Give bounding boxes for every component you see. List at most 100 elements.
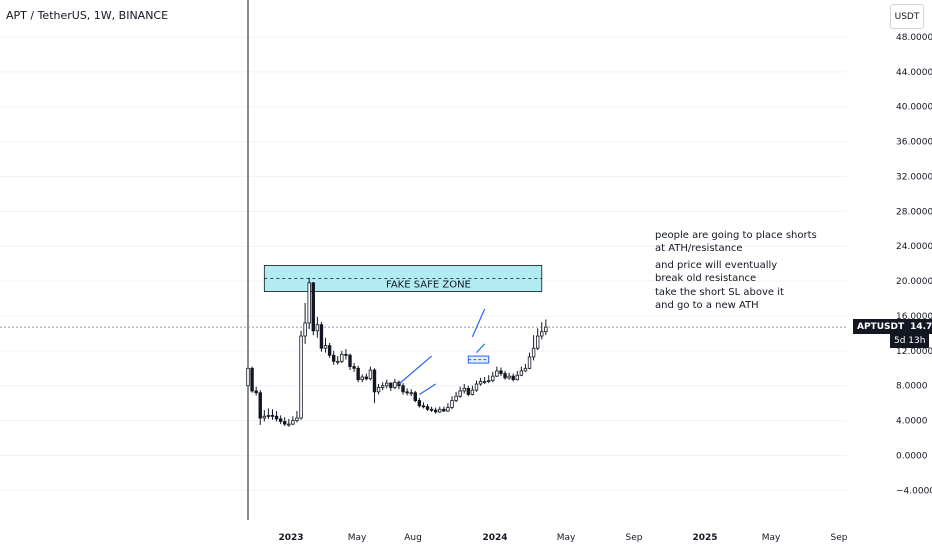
candle-body <box>278 418 283 422</box>
y-tick-label: 36.0000 <box>896 138 932 148</box>
candle-body <box>336 360 340 363</box>
candle-body <box>466 387 471 395</box>
candle-body <box>283 421 287 425</box>
candle-body <box>478 380 483 385</box>
candle-body <box>433 409 438 413</box>
candle-body <box>527 356 532 369</box>
candle-body <box>303 322 307 337</box>
candle-body <box>340 353 344 362</box>
candle-body <box>372 369 377 393</box>
candle-body <box>442 408 446 412</box>
candle-body <box>499 370 503 374</box>
zone-label: FAKE SAFE ZONE <box>386 279 471 290</box>
y-tick-label: 12.0000 <box>896 347 932 357</box>
x-tick-label: May <box>762 533 781 543</box>
candle-body <box>454 395 458 401</box>
candle-body <box>401 385 405 393</box>
note-line: take the short SL above it <box>655 287 784 298</box>
candle-body <box>385 382 389 387</box>
candle-body <box>376 387 381 393</box>
candle-body <box>311 282 315 332</box>
candle-body <box>491 375 495 381</box>
candle-body <box>482 380 487 383</box>
candle-body <box>540 331 544 337</box>
y-tick-label: 44.0000 <box>896 68 932 78</box>
candle-body <box>413 392 417 401</box>
price-label-value: 14.7150 <box>910 321 932 332</box>
chart-grid <box>0 36 846 491</box>
y-tick-label: 48.0000 <box>896 33 932 43</box>
candle-body <box>368 369 373 380</box>
y-tick-label: 40.0000 <box>896 103 932 113</box>
note-line: and price will eventually <box>655 260 777 271</box>
trend-line[interactable] <box>419 383 437 395</box>
y-tick-label: 28.0000 <box>896 207 932 217</box>
candle-body <box>503 373 507 379</box>
candle-body <box>405 391 409 394</box>
candle-body <box>254 390 258 394</box>
x-tick-label: Aug <box>404 533 422 543</box>
candle-body <box>511 375 515 381</box>
candle-body <box>450 400 454 408</box>
candle-body <box>360 376 364 381</box>
trend-line[interactable] <box>398 355 432 385</box>
y-tick-label: 24.0000 <box>896 242 932 252</box>
candle-body <box>356 367 360 381</box>
candle-body <box>291 420 295 425</box>
x-tick-label: Sep <box>831 533 848 543</box>
trend-line[interactable] <box>471 308 486 338</box>
candle-body <box>409 392 413 395</box>
candle-body <box>515 374 519 381</box>
candle-body <box>331 354 336 362</box>
candle-body <box>487 380 491 382</box>
symbol-title[interactable]: APT / TetherUS, 1W, BINANCE <box>6 9 169 22</box>
currency-button[interactable]: USDT <box>890 4 924 29</box>
candle-body <box>495 370 499 377</box>
candle-body <box>446 407 450 412</box>
time-axis[interactable]: 2023 May Aug 2024 May Sep 2025 May Sep <box>278 533 847 543</box>
candle-body <box>274 415 279 420</box>
candle-body <box>246 367 250 387</box>
annotation-notes: people are going to place shorts at ATH/r… <box>655 230 817 311</box>
y-tick-label: 32.0000 <box>896 172 932 182</box>
y-tick-label: 16.0000 <box>896 312 932 322</box>
y-tick-label: −4.0000 <box>896 486 932 496</box>
y-tick-label: 8.0000 <box>896 382 928 392</box>
price-axis[interactable]: 48.0000 44.0000 40.0000 36.0000 32.0000 28.00… <box>896 33 932 496</box>
x-tick-label: 2024 <box>482 533 507 543</box>
candle-body <box>393 381 397 388</box>
x-tick-label: May <box>348 533 367 543</box>
current-price-label: APTUSDT 14.7150 <box>853 319 932 334</box>
y-tick-label: 0.0000 <box>896 452 928 462</box>
candle-body <box>458 390 462 397</box>
candle-body <box>270 414 275 417</box>
candle-body <box>299 335 303 419</box>
candle-body <box>523 367 528 372</box>
candle-body <box>380 385 385 388</box>
candle-body <box>295 417 299 422</box>
fake-safe-zone[interactable]: FAKE SAFE ZONE <box>263 265 543 292</box>
candle-body <box>544 326 548 333</box>
candle-body <box>535 335 540 349</box>
trend-line[interactable] <box>476 343 486 354</box>
candle-body <box>519 370 524 376</box>
candle-body <box>474 383 479 391</box>
candle-body <box>417 400 422 407</box>
note-line: and go to a new ATH <box>655 300 759 311</box>
candle-body <box>315 324 320 332</box>
x-tick-label: Sep <box>626 533 643 543</box>
note-line: people are going to place shorts <box>655 230 817 241</box>
note-line: at ATH/resistance <box>655 243 743 254</box>
candle-body <box>507 375 511 379</box>
bar-countdown: 5d 13h <box>890 334 930 348</box>
y-tick-label: 20.0000 <box>896 277 932 287</box>
candle-body <box>425 406 430 410</box>
note-line: break old resistance <box>655 273 756 284</box>
candle-body <box>438 408 442 413</box>
candle-body <box>470 389 475 395</box>
drawing-annotations[interactable] <box>398 308 490 395</box>
candle-body <box>266 414 271 417</box>
candle-body <box>344 353 348 356</box>
candle-body <box>327 345 332 356</box>
